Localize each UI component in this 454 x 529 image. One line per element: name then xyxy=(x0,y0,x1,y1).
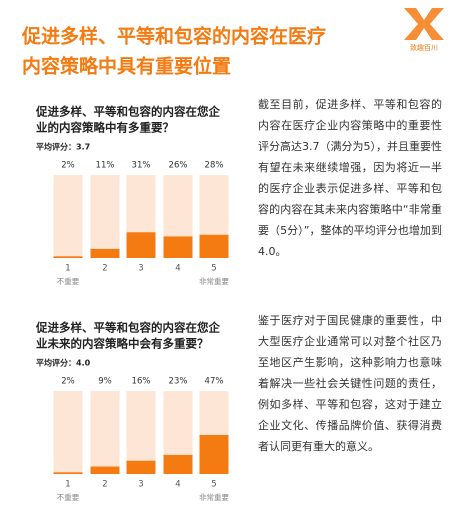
bar-track xyxy=(53,175,83,258)
bar xyxy=(53,472,83,474)
bar-track xyxy=(53,391,83,474)
bar-track xyxy=(126,391,156,474)
x-tick-label: 1 xyxy=(65,480,70,490)
x-tick-label: 5 xyxy=(211,480,216,490)
x-tick-label: 4 xyxy=(175,264,180,274)
page-title: 促进多样、平等和包容的内容在医疗 xyxy=(21,25,326,48)
bar-track xyxy=(90,391,120,474)
chart-subtitle: 平均评分：3.7 xyxy=(36,142,90,152)
logo-icon xyxy=(404,8,444,40)
bar xyxy=(126,460,156,474)
chart-subtitle: 平均评分：4.0 xyxy=(36,358,91,368)
value-label: 16% xyxy=(132,377,151,387)
axis-high-label: 非常重要 xyxy=(199,276,229,286)
axis-low-label: 不重要 xyxy=(57,277,80,286)
bar xyxy=(90,466,120,474)
page-title: 内容策略中具有重要位置 xyxy=(22,55,231,78)
chart-title: 促进多样、平等和包容的内容在您企 xyxy=(35,105,220,119)
bar xyxy=(199,234,229,258)
paragraph: 鉴于医疗对于国民健康的重要性，中大型医疗企业通常可以对整个社区乃至地区产生影响，… xyxy=(258,314,442,453)
value-label: 2% xyxy=(61,377,75,387)
x-tick-label: 3 xyxy=(138,480,143,490)
bar xyxy=(126,232,156,258)
chart-title: 业未来的内容策略中会有多重要？ xyxy=(36,337,209,351)
x-tick-label: 2 xyxy=(102,264,107,274)
value-label: 26% xyxy=(169,161,188,171)
bar xyxy=(199,434,229,474)
value-label: 11% xyxy=(96,161,115,171)
value-label: 2% xyxy=(61,161,75,171)
x-tick-label: 1 xyxy=(65,264,70,274)
x-tick-label: 5 xyxy=(211,264,216,274)
x-tick-label: 3 xyxy=(138,264,143,274)
chart-title: 促进多样、平等和包容的内容在您企 xyxy=(35,321,220,335)
value-label: 23% xyxy=(169,377,188,387)
bar xyxy=(163,454,193,474)
chart-title: 业的内容策略中有多重要？ xyxy=(36,121,174,135)
bar xyxy=(163,236,193,258)
bar-track xyxy=(90,175,120,258)
bar xyxy=(90,248,120,258)
axis-low-label: 不重要 xyxy=(57,493,80,502)
value-label: 9% xyxy=(98,377,112,387)
bar xyxy=(53,256,83,258)
value-label: 47% xyxy=(205,377,224,387)
x-tick-label: 4 xyxy=(175,480,180,490)
paragraph: 截至目前，促进多样、平等和包容的内容在医疗企业内容策略中的重要性评分高达3.7（… xyxy=(258,98,442,258)
axis-high-label: 非常重要 xyxy=(199,492,229,502)
value-label: 31% xyxy=(132,161,151,171)
value-label: 28% xyxy=(205,161,224,171)
x-tick-label: 2 xyxy=(102,480,107,490)
logo-text: 致趣百川 xyxy=(410,43,438,52)
